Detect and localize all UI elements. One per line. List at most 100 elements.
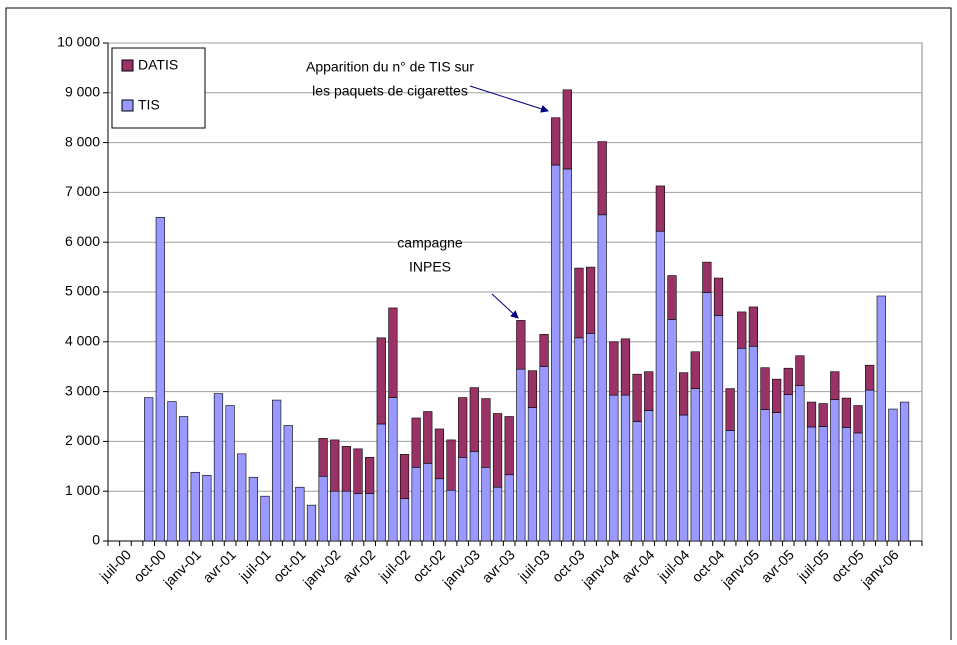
bar-segment — [597, 214, 607, 542]
bar-segment — [306, 504, 317, 542]
bar-segment — [562, 89, 572, 170]
bar-segment — [562, 168, 572, 542]
bar-segment — [527, 407, 538, 542]
bar-segment — [318, 475, 328, 542]
bar-segment — [783, 394, 793, 542]
bar-segment — [178, 416, 189, 542]
bar-segment — [469, 387, 479, 452]
bar-segment — [667, 319, 677, 542]
annotation: INPES — [409, 259, 451, 275]
bar-segment — [690, 351, 700, 389]
bar-segment — [423, 463, 433, 542]
bar-segment — [888, 408, 898, 542]
bar-segment — [865, 364, 875, 391]
bar-segment — [492, 413, 503, 488]
bar-segment — [806, 426, 817, 542]
bar-segment — [283, 425, 293, 542]
bar-segment — [469, 451, 479, 542]
bar-segment — [806, 401, 817, 428]
bar-segment — [597, 141, 607, 216]
legend-label: DATIS — [138, 57, 178, 73]
bar-segment — [585, 333, 596, 542]
y-tick-label: 0 — [92, 532, 100, 548]
bar-segment — [527, 370, 538, 408]
y-tick-label: 6 000 — [65, 233, 100, 249]
bar-segment — [446, 439, 456, 491]
bar-segment — [620, 394, 631, 542]
bar-segment — [434, 428, 445, 480]
bar-segment — [411, 466, 421, 542]
bar-segment — [830, 399, 840, 542]
annotation-arrow — [469, 85, 549, 113]
y-tick-label: 9 000 — [65, 84, 100, 100]
bar-segment — [458, 457, 468, 542]
bar-segment — [365, 493, 375, 542]
bar-segment — [574, 267, 584, 339]
bar-segment — [772, 378, 782, 413]
bar-segment — [690, 388, 700, 542]
bar-segment — [353, 448, 363, 494]
bar-segment — [295, 486, 305, 542]
annotation: campagne — [397, 235, 463, 251]
bar-segment — [876, 295, 886, 542]
bar-segment — [213, 393, 224, 542]
y-tick-label: 2 000 — [65, 432, 100, 448]
bar-segment — [388, 307, 398, 398]
bar-segment — [516, 368, 526, 542]
bar-segment — [330, 439, 340, 492]
bar-segment — [539, 334, 549, 367]
legend-label: TIS — [138, 97, 160, 113]
bar-segment — [667, 275, 677, 320]
bar-segment — [225, 405, 235, 542]
bar-segment — [481, 466, 491, 542]
bar-segment — [772, 412, 782, 542]
bar-segment — [190, 471, 200, 542]
bar-segment — [551, 164, 561, 542]
bar-segment — [330, 490, 340, 542]
bar-segment — [818, 426, 828, 542]
bar-segment — [760, 409, 770, 542]
bar-segment — [632, 421, 642, 542]
bar-segment — [620, 338, 631, 396]
bar-segment — [516, 320, 526, 370]
bar-segment — [702, 292, 712, 542]
bar-segment — [783, 367, 793, 395]
y-tick-label: 5 000 — [65, 283, 100, 299]
bar-segment — [702, 261, 712, 293]
y-tick-label: 10 000 — [57, 34, 100, 50]
y-tick-label: 3 000 — [65, 382, 100, 398]
bar-segment — [248, 476, 258, 542]
legend-swatch — [121, 59, 134, 72]
bar-segment — [585, 266, 596, 334]
bar-segment — [144, 397, 154, 542]
annotation: Apparition du n° de TIS sur — [306, 59, 474, 75]
bar-segment — [865, 389, 875, 542]
bar-segment — [574, 337, 584, 542]
bar-segment — [399, 454, 410, 499]
bar-segment — [655, 185, 665, 232]
bar-segment — [679, 414, 689, 542]
bar-segment — [655, 230, 665, 542]
bar-segment — [423, 411, 433, 464]
bar-segment — [504, 474, 514, 542]
bar-segment — [899, 401, 910, 542]
bar-segment — [644, 410, 654, 542]
bar-segment — [748, 345, 758, 542]
bar-segment — [365, 457, 375, 494]
y-tick-label: 4 000 — [65, 333, 100, 349]
bar-segment — [539, 366, 549, 542]
bar-segment — [504, 416, 514, 476]
legend-swatch — [121, 99, 134, 112]
bar-segment — [388, 397, 398, 542]
bar-segment — [679, 372, 689, 416]
bar-segment — [830, 371, 840, 400]
bar-segment — [725, 430, 735, 542]
bar-segment — [841, 397, 852, 428]
bar-segment — [411, 417, 421, 468]
bar-segment — [853, 432, 863, 542]
bar-segment — [841, 427, 852, 542]
bar-segment — [260, 495, 270, 542]
bar-segment — [318, 438, 328, 477]
